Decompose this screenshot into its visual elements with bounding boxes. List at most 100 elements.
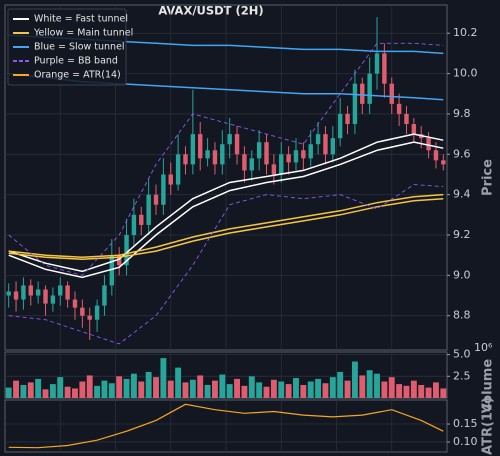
volume-bar: [278, 381, 285, 398]
volume-bar: [212, 380, 218, 398]
volume-bar: [293, 378, 299, 398]
volume-bar: [13, 380, 19, 398]
candle-body: [264, 142, 269, 165]
chart-title: AVAX/USDT (2H): [158, 4, 263, 18]
candle-body: [124, 235, 129, 266]
y-tick-label: 0.15: [453, 417, 478, 430]
volume-bar: [381, 381, 388, 398]
y-tick-label: 9.0: [453, 268, 471, 281]
axis-offset-text: 10⁶: [474, 341, 493, 354]
y-tick-label: 9.6: [453, 147, 471, 160]
candle-body: [337, 113, 343, 139]
volume-bar: [418, 384, 425, 398]
legend-label: White = Fast tunnel: [34, 14, 128, 25]
volume-bar: [374, 373, 380, 398]
candle-body: [21, 285, 26, 300]
candle-body: [205, 150, 210, 159]
candle-body: [153, 194, 159, 205]
candle-body: [389, 83, 394, 104]
candle-body: [323, 134, 328, 155]
volume-bar: [351, 361, 358, 398]
volume-bar: [189, 379, 196, 398]
volume-bar: [116, 376, 123, 398]
candle-body: [183, 154, 188, 165]
y-tick-label: 0.10: [453, 435, 478, 448]
volume-bar: [42, 389, 49, 398]
overlay-line: [8, 197, 444, 260]
candle-body: [220, 144, 225, 165]
volume-bar: [108, 383, 115, 398]
candle-body: [109, 255, 115, 286]
candle-body: [139, 214, 144, 225]
y-tick-label: 8.8: [453, 309, 471, 322]
overlay-line: [8, 133, 444, 273]
candle-body: [80, 307, 85, 316]
volume-bar: [182, 382, 189, 398]
volume-bar: [72, 388, 78, 398]
volume-bar: [197, 375, 204, 398]
candle-body: [168, 174, 173, 185]
volume-bar: [153, 377, 159, 398]
volume-bar: [307, 381, 314, 398]
volume-bar: [396, 384, 403, 398]
candle-body: [43, 289, 48, 304]
volume-bar: [57, 377, 64, 398]
candle-body: [404, 113, 409, 125]
y-axis-label: ATR(14): [481, 397, 496, 455]
volume-bar: [234, 378, 240, 398]
volume-bar: [270, 379, 277, 398]
volume-bar: [403, 385, 410, 398]
candle-body: [116, 255, 122, 266]
y-tick-label: 10.0: [453, 67, 478, 80]
volume-bar: [20, 384, 27, 398]
candle-body: [382, 53, 387, 84]
volume-bar: [440, 388, 447, 398]
candle-body: [330, 138, 336, 155]
y-axis-label: Price: [481, 159, 496, 196]
candle-body: [256, 142, 262, 159]
volume-bar: [388, 377, 395, 398]
candle-body: [65, 285, 70, 300]
volume-bar: [359, 375, 366, 398]
candle-body: [227, 134, 232, 145]
volume-bar: [167, 380, 174, 398]
volume-bar: [160, 358, 167, 398]
volume-bar: [256, 382, 263, 398]
volume-bar: [130, 373, 137, 398]
volume-bar: [410, 380, 417, 398]
candle-body: [242, 154, 247, 171]
y-tick-label: 2.5: [453, 369, 471, 382]
legend-label: Blue = Slow tunnel: [34, 42, 125, 53]
y-tick-label: 10.2: [453, 26, 478, 39]
y-axis-label: Volume: [481, 359, 496, 414]
atr-line: [8, 403, 444, 449]
y-tick-label: 5.0: [453, 348, 471, 361]
candle-body: [175, 154, 181, 185]
candle-body: [198, 134, 203, 159]
volume-bar: [322, 383, 329, 398]
candle-body: [345, 113, 350, 125]
volume-bar: [219, 374, 226, 398]
candle-body: [426, 138, 431, 151]
overlay-line: [8, 193, 444, 258]
candle-body: [190, 134, 196, 165]
candle-body: [28, 285, 33, 296]
candle-body: [433, 150, 439, 161]
candle-body: [441, 160, 446, 165]
volume-bar: [35, 378, 42, 398]
overlay-line: [8, 141, 444, 279]
legend-label: Orange = ATR(14): [34, 70, 121, 81]
overlay-line: [8, 184, 444, 345]
volume-bar: [49, 384, 56, 398]
volume-bar: [433, 382, 439, 398]
candle-body: [94, 305, 100, 320]
candle-body: [50, 295, 56, 304]
candle-body: [13, 291, 19, 300]
volume-bar: [329, 377, 336, 398]
candle-body: [161, 174, 166, 205]
candle-body: [374, 53, 380, 74]
candle-body: [87, 315, 92, 320]
overlay-line: [8, 42, 444, 276]
volume-bar: [248, 376, 255, 398]
candle-body: [360, 83, 365, 104]
